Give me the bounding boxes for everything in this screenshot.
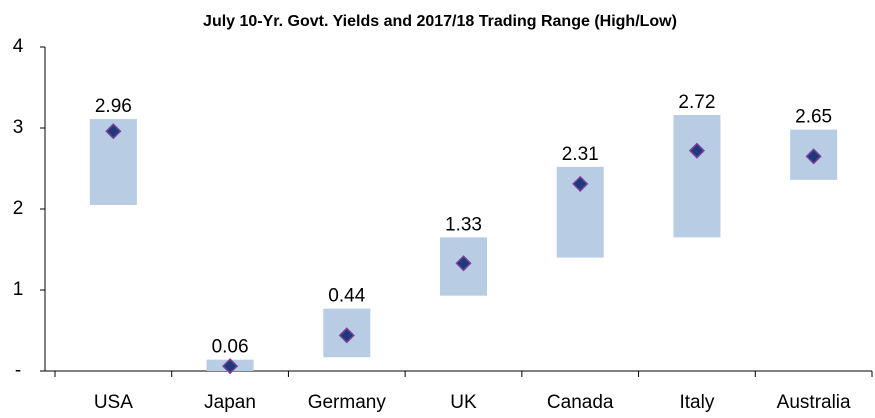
marker	[455, 255, 472, 272]
x-tick-label: Germany	[308, 392, 387, 413]
data-label: 2.96	[95, 96, 132, 117]
data-label: 2.31	[562, 144, 599, 165]
y-tick-label: 2	[13, 198, 24, 219]
data-label: 2.72	[678, 92, 715, 113]
marker	[805, 148, 822, 165]
data-label: 0.06	[212, 337, 249, 358]
x-tick-label: Canada	[547, 392, 614, 413]
data-label: 1.33	[445, 214, 482, 235]
x-tick-label: USA	[94, 392, 133, 413]
x-tick-label: Australia	[777, 392, 851, 413]
x-tick-label: Japan	[204, 392, 256, 413]
marker	[222, 358, 239, 375]
y-tick-label: -	[15, 360, 21, 381]
x-tick-label: UK	[450, 392, 477, 413]
y-tick-label: 3	[13, 117, 24, 138]
range-bar	[673, 115, 721, 238]
data-label: 0.44	[328, 286, 365, 307]
data-label: 2.65	[795, 107, 832, 128]
y-tick-label: 1	[13, 279, 24, 300]
y-tick-label: 4	[13, 36, 24, 57]
marker	[572, 175, 589, 192]
marker	[338, 327, 355, 344]
chart-title: July 10-Yr. Govt. Yields and 2017/18 Tra…	[203, 13, 677, 30]
marker	[688, 142, 705, 159]
x-tick-label: Italy	[679, 392, 714, 413]
marker	[105, 123, 122, 140]
